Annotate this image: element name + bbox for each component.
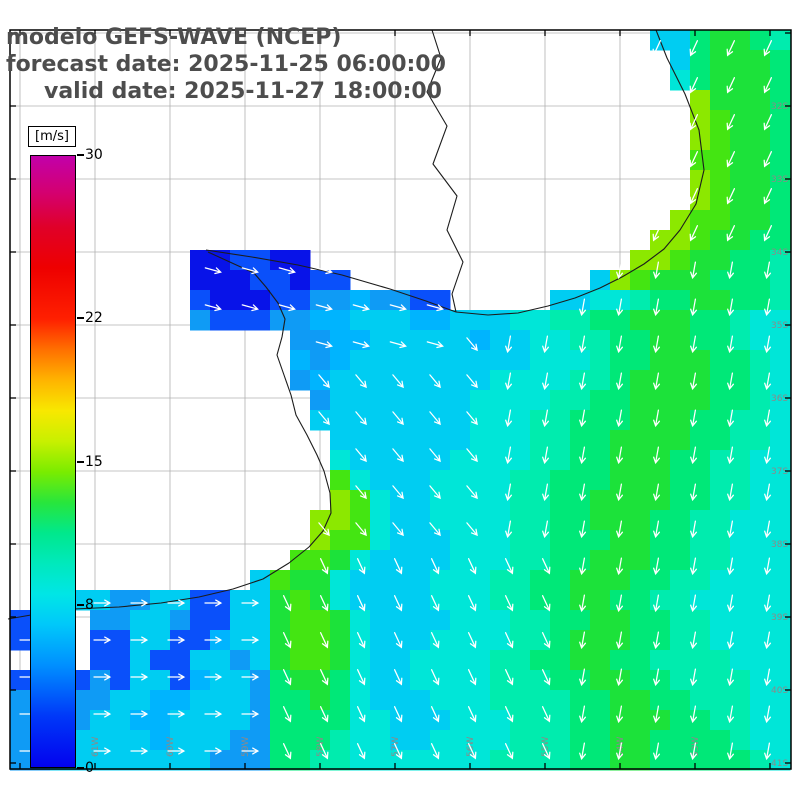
colorbar-gradient (30, 155, 76, 768)
valid-date-label: valid date: 2025-11-27 18:00:00 (44, 79, 442, 104)
colorbar-tick-mark (77, 154, 84, 156)
svg-text:40S: 40S (771, 686, 788, 696)
svg-text:39S: 39S (771, 613, 788, 623)
header-block: modelo GEFS-WAVE (NCEP) forecast date: 2… (6, 24, 446, 105)
colorbar-unit-label: [m/s] (28, 126, 76, 147)
svg-text:38S: 38S (771, 540, 788, 550)
svg-text:56W: 56W (466, 737, 476, 757)
svg-text:60W: 60W (166, 737, 176, 757)
svg-text:36S: 36S (771, 394, 788, 404)
svg-text:32S: 32S (771, 102, 788, 112)
model-title: modelo GEFS-WAVE (NCEP) (6, 25, 342, 50)
colorbar-tick-mark (77, 460, 84, 463)
svg-text:35S: 35S (771, 321, 788, 331)
colorbar-tick-label: 30 (85, 147, 103, 163)
svg-text:59W: 59W (241, 737, 251, 757)
svg-text:55W: 55W (541, 737, 551, 757)
colorbar-tick-mark (77, 767, 84, 769)
colorbar-tick-mark (77, 317, 84, 320)
svg-text:53W: 53W (691, 737, 701, 757)
svg-text:58W: 58W (316, 737, 326, 757)
svg-text:41S: 41S (771, 759, 788, 769)
colorbar-tick-label: 0 (85, 760, 94, 776)
colorbar-tick-label: 15 (85, 453, 103, 470)
coastline-layer (7, 29, 705, 620)
colorbar-tick-label: 22 (85, 310, 103, 327)
forecast-date-label: forecast date: 2025-11-25 06:00:00 (6, 52, 446, 77)
svg-text:37S: 37S (771, 467, 788, 477)
svg-text:33S: 33S (771, 175, 788, 185)
colorbar-tick-mark (77, 603, 84, 606)
colorbar-tick-label: 8 (85, 596, 94, 613)
plot-frame (9, 29, 792, 770)
wave-field-cells (10, 30, 791, 771)
wind-arrow-layer (19, 40, 773, 761)
svg-text:34S: 34S (771, 248, 788, 258)
svg-text:61W: 61W (91, 737, 101, 757)
